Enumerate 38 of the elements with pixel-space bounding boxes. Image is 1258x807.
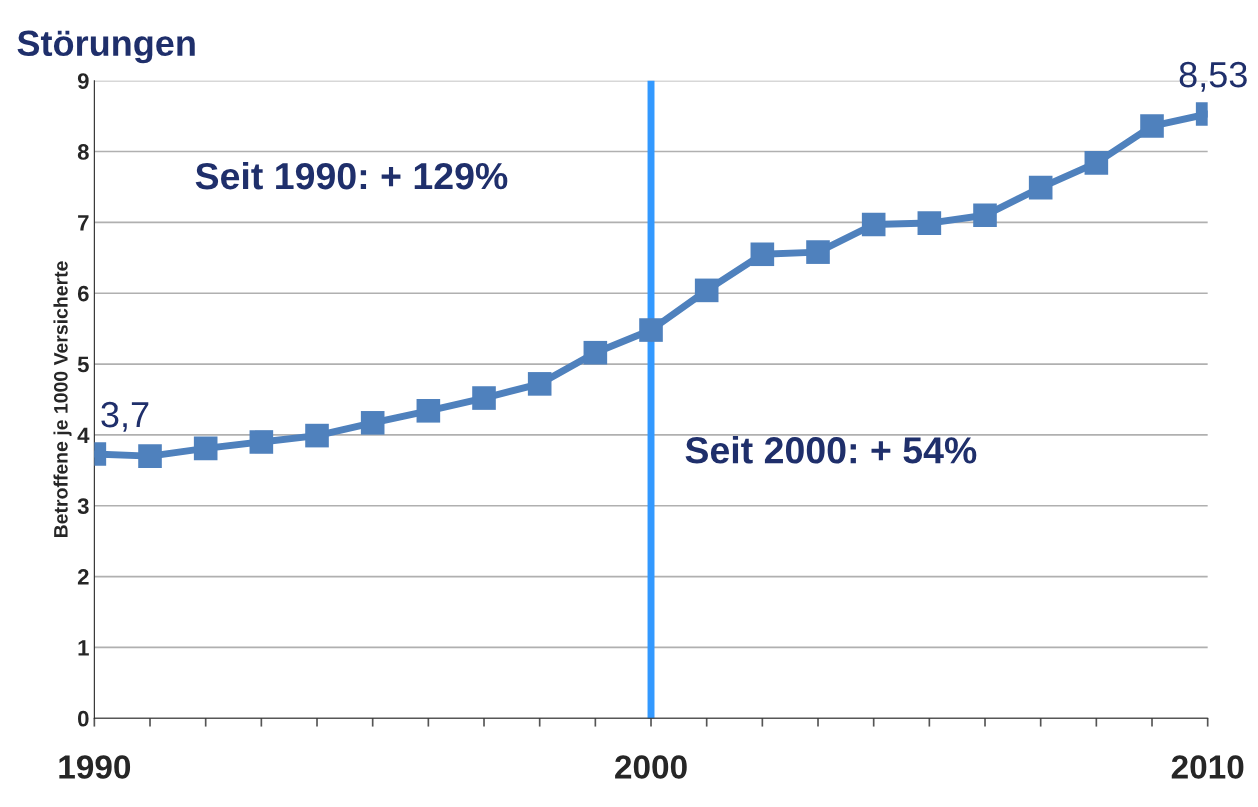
y-tick-label: 4	[77, 427, 90, 443]
annotation: Seit 2000: + 54%	[685, 436, 977, 464]
y-tick-label: 2	[77, 569, 89, 585]
point	[527, 372, 552, 396]
data-label: 3,7	[101, 401, 149, 432]
y-tick-label: 6	[77, 285, 89, 302]
x-tick-label: 2010	[1171, 755, 1244, 779]
y-tick-label: 3	[77, 498, 89, 515]
y-axis-title: Betroffene je 1000 Versicherte	[53, 261, 72, 538]
point	[973, 203, 997, 228]
point	[639, 318, 663, 342]
x-tick-label: 1990	[59, 755, 131, 779]
point	[416, 398, 441, 423]
point	[193, 436, 218, 461]
point	[1084, 151, 1109, 175]
x-tick-label: 2000	[615, 755, 687, 779]
point	[861, 212, 886, 237]
point	[472, 386, 496, 410]
annotation: Seit 1990: + 129%	[195, 161, 508, 190]
point	[305, 423, 329, 448]
point	[1140, 114, 1164, 138]
point	[694, 278, 719, 303]
point	[360, 411, 385, 435]
point	[583, 340, 608, 365]
y-tick-label: 5	[77, 356, 89, 373]
data-label: 8,53	[1179, 61, 1247, 92]
y-tick-label: 1	[78, 640, 89, 656]
point	[138, 444, 162, 468]
point	[249, 430, 274, 454]
y-tick-label: 0	[78, 710, 89, 727]
chart-title: Störungen	[17, 30, 195, 64]
y-tick-label: 9	[77, 73, 89, 89]
point	[806, 240, 830, 264]
point	[1028, 175, 1053, 200]
y-tick-label: 7	[78, 215, 89, 231]
y-tick-label: 8	[77, 144, 89, 160]
point	[750, 242, 775, 267]
point	[917, 211, 942, 235]
